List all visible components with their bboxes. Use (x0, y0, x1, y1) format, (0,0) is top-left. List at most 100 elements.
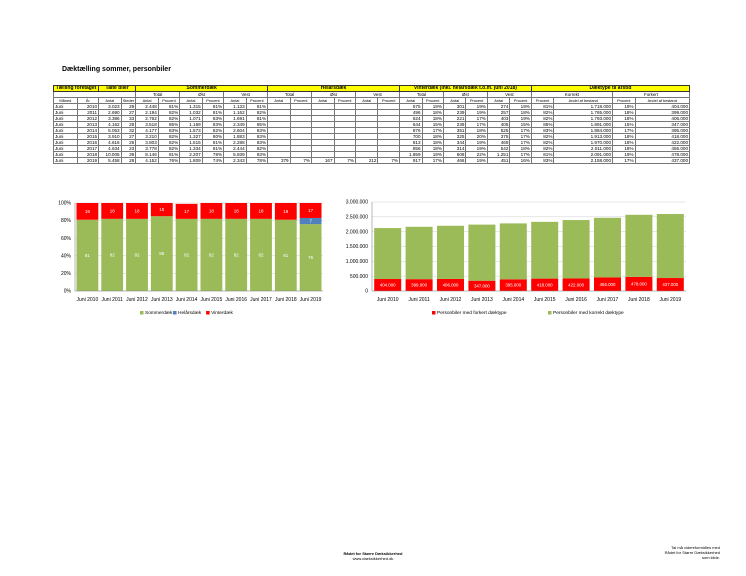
table-cell: 7% (333, 157, 356, 164)
bar-data-label: 81 (85, 253, 91, 258)
bar-data-label: 18 (209, 208, 215, 213)
legend-label: Personbiler med korrekt dæktype (553, 310, 624, 316)
bar-data-label: 19 (283, 209, 289, 214)
bar-data-label: 395.000 (505, 283, 521, 288)
table-row: Juni 2019 5.458 28 4.152 76% 1.809 74% 2.343 78% 3… (53, 157, 691, 164)
bar-segment (468, 224, 496, 281)
y-tick-label: 3.000.000 (346, 200, 368, 206)
x-tick-label: Juni 2017 (250, 297, 272, 303)
bar-data-label: 418.000 (537, 282, 553, 287)
x-tick-label: Juni 2011 (102, 297, 124, 303)
bar-segment (593, 217, 622, 278)
y-tick-label: 2.000.000 (346, 229, 368, 235)
bar-data-label: 399.000 (411, 283, 427, 288)
x-tick-label: Juni 2015 (534, 297, 556, 303)
bar-segment (499, 279, 527, 291)
bar-data-label: 17 (184, 209, 190, 214)
bar-segment (250, 218, 272, 291)
legend-swatch (432, 311, 436, 315)
table-cell: 2.158.000 (553, 157, 614, 164)
y-tick-label: 100% (58, 201, 71, 207)
x-tick-label: Juni 2018 (628, 297, 650, 303)
x-tick-label: Juni 2010 (377, 297, 399, 303)
x-tick-label: Juni 2012 (126, 297, 148, 303)
table-cell: 19% (465, 157, 488, 164)
footer-org: Rådet for Større Dæksikkerhed www.daeksi… (323, 551, 423, 561)
footer-note-line-2: Rådet for Større Dæksikkerhed (664, 550, 720, 555)
y-tick-label: 500.000 (350, 274, 368, 280)
table-cell: 78% (245, 157, 269, 164)
tire-share-chart: 0% 20% 40% 60% 80% 100% 81 19 Juni 2010 82 18 Juni … (58, 201, 323, 316)
bar-data-label: 18 (234, 208, 240, 213)
table-cell: 76% (157, 157, 181, 164)
bar-segment (225, 203, 248, 219)
bar-data-label: 17 (308, 208, 314, 213)
bar-data-label: 422.000 (568, 282, 584, 287)
bar-data-label: 82 (209, 252, 215, 257)
bar-segment (175, 203, 198, 219)
legend-swatch (548, 311, 552, 315)
bar-segment (150, 216, 173, 291)
table-row: Juni 2014 5.053 32 4.177 83% 1.573 82% 2.604 83% 8… (53, 127, 691, 134)
bar-segment (299, 203, 322, 218)
bar-segment (101, 203, 124, 219)
bar-segment (499, 223, 527, 280)
bar-segment (299, 217, 322, 225)
bar-data-label: 82 (184, 252, 190, 257)
table-cell: 7% (289, 157, 313, 164)
table-cell: 212 (354, 157, 379, 164)
table-cell: 437.000 (634, 157, 691, 164)
bar-segment (625, 276, 653, 291)
bar-segment (625, 214, 653, 277)
bar-segment (562, 278, 590, 291)
y-tick-label: 0 (365, 289, 368, 295)
footer-note-line-1: Tal må videreformidles med (671, 545, 720, 550)
legend-label: Sommerdæk (145, 310, 173, 316)
y-tick-label: 20% (61, 271, 72, 277)
bar-data-label: 478.000 (631, 282, 647, 287)
bar-segment (200, 218, 223, 291)
bar-segment (436, 225, 465, 279)
bar-segment (225, 218, 248, 291)
x-tick-label: Juni 2014 (176, 297, 198, 303)
bar-segment (274, 203, 297, 220)
bar-segment (531, 221, 559, 279)
x-tick-label: Juni 2012 (440, 297, 462, 303)
bar-segment (436, 278, 465, 291)
legend-label: Vinterdæk (211, 310, 233, 316)
table-cell: 74% (201, 157, 225, 164)
legend-swatch (173, 311, 177, 315)
y-tick-label: 0% (64, 289, 72, 295)
x-tick-label: Juni 2011 (408, 297, 430, 303)
bar-segment (405, 279, 433, 291)
y-tick-label: 1.000.000 (346, 259, 368, 265)
bar-data-label: 7 (309, 219, 312, 224)
footer-org-name: Rådet for Større Dæksikkerhed (343, 551, 403, 556)
bar-data-label: 456.000 (600, 282, 616, 287)
x-tick-label: Juni 2010 (77, 297, 99, 303)
bar-data-label: 82 (134, 252, 140, 257)
x-tick-label: Juni 2013 (471, 297, 493, 303)
legend-swatch (206, 311, 210, 315)
bar-data-label: 76 (308, 255, 314, 260)
bar-segment (468, 280, 496, 291)
bar-data-label: 18 (110, 208, 116, 213)
legend-label: Helårsdæk (178, 309, 202, 316)
bar-segment (250, 203, 272, 219)
bar-segment (374, 228, 402, 280)
x-tick-label: Juni 2013 (151, 297, 173, 303)
car-count-chart: 0 500.000 1.000.000 1.500.000 2.000.000 2.500… (346, 200, 686, 316)
table-cell: 5.458 (98, 157, 122, 164)
bar-data-label: 82 (234, 252, 240, 257)
x-tick-label: Juni 2014 (502, 297, 524, 303)
footer-note-line-3: som kilde. (701, 555, 720, 560)
table-cell: 17% (421, 157, 444, 164)
bar-data-label: 82 (110, 252, 116, 257)
y-tick-label: 80% (61, 218, 72, 224)
footer-note: Tal må videreformidles med Rådet for Stø… (590, 545, 720, 560)
bar-segment (76, 219, 99, 291)
table-cell: 16% (509, 157, 532, 164)
bar-segment (200, 203, 223, 219)
bar-data-label: 18 (258, 208, 264, 213)
